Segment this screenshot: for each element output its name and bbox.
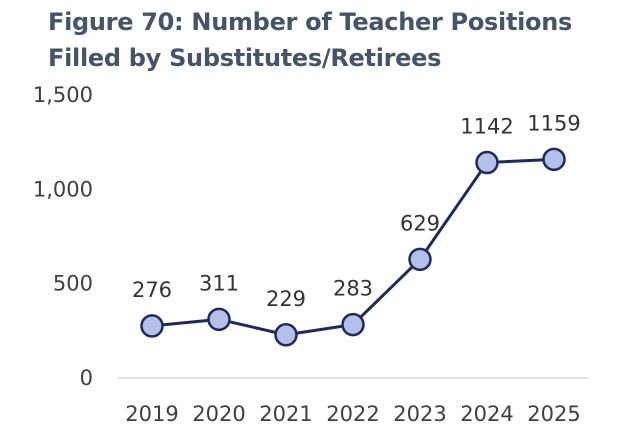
data-point bbox=[341, 312, 365, 337]
x-tick-label: 2019 bbox=[125, 402, 178, 426]
y-tick-label: 1,500 bbox=[33, 83, 93, 107]
data-label: 629 bbox=[400, 211, 440, 235]
x-tick-label: 2022 bbox=[326, 402, 379, 426]
x-tick-label: 2021 bbox=[259, 402, 312, 426]
data-label: 276 bbox=[132, 278, 172, 302]
x-axis: 2019 2020 2021 2022 2023 2024 2025 bbox=[118, 377, 588, 426]
y-tick-label: 500 bbox=[53, 272, 93, 296]
data-point bbox=[140, 314, 164, 338]
data-point bbox=[475, 150, 499, 175]
chart-title-line-1: Figure 70: Number of Teacher Positions bbox=[48, 8, 573, 36]
data-label: 229 bbox=[266, 287, 306, 311]
data-point bbox=[408, 247, 432, 272]
x-tick-label: 2025 bbox=[527, 402, 580, 426]
series-line bbox=[151, 157, 555, 337]
data-label: 311 bbox=[199, 271, 239, 295]
x-tick-label: 2023 bbox=[393, 402, 446, 426]
x-tick-label: 2024 bbox=[460, 402, 513, 426]
data-label: 1142 bbox=[460, 115, 513, 139]
series bbox=[140, 147, 566, 347]
data-labels: 276 311 229 283 629 1142 1159 bbox=[132, 111, 581, 310]
y-axis: 0 500 1,000 1,500 bbox=[33, 83, 93, 390]
data-point bbox=[542, 147, 566, 172]
x-tick-label: 2020 bbox=[192, 402, 245, 426]
data-label: 283 bbox=[333, 277, 373, 301]
data-point bbox=[274, 323, 298, 347]
y-tick-label: 1,000 bbox=[33, 177, 93, 201]
chart-title: Figure 70: Number of Teacher Positions F… bbox=[48, 4, 572, 76]
data-label: 1159 bbox=[527, 111, 580, 135]
data-point bbox=[207, 307, 231, 332]
y-tick-label: 0 bbox=[80, 366, 93, 390]
chart-title-line-2: Filled by Substitutes/Retirees bbox=[48, 44, 442, 72]
